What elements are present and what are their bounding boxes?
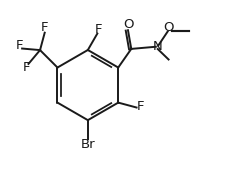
Text: Br: Br xyxy=(81,138,95,151)
Text: O: O xyxy=(124,18,134,31)
Text: N: N xyxy=(153,40,163,53)
Text: F: F xyxy=(23,61,30,74)
Text: F: F xyxy=(94,23,102,36)
Text: F: F xyxy=(41,21,48,34)
Text: O: O xyxy=(163,21,174,34)
Text: F: F xyxy=(16,39,23,52)
Text: F: F xyxy=(137,100,144,113)
